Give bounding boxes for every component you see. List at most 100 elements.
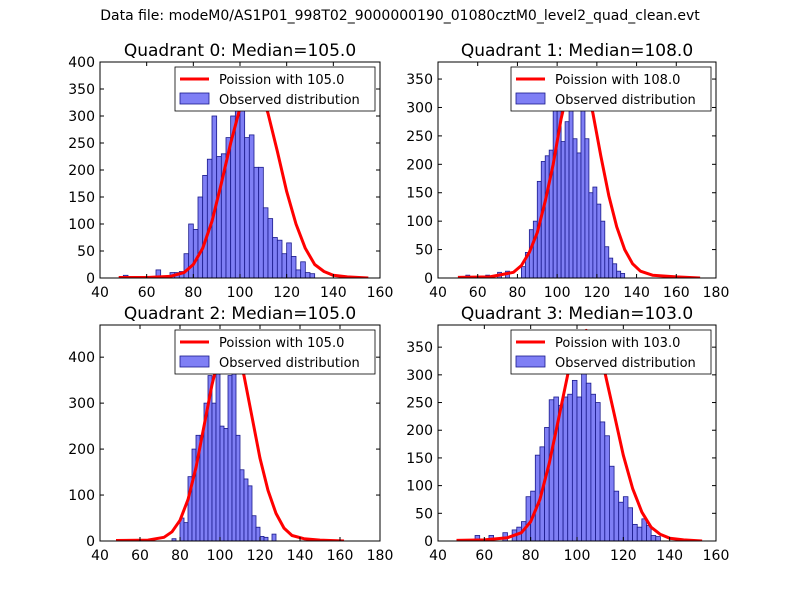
quadrant-0-chart: Quadrant 0: Median=105.0 40 60 80 100 120 140 1… (68, 41, 393, 301)
legend: Poission with 105.0 Observed distribution (174, 329, 376, 375)
histogram-bar (560, 141, 566, 278)
histogram-bar (562, 396, 569, 541)
histogram-bar (636, 526, 643, 541)
figure-suptitle: Data file: modeM0/AS1P01_998T02_90000001… (100, 8, 700, 24)
x-tick-label: 160 (327, 548, 354, 564)
histogram-bar (290, 255, 297, 278)
histogram-bar (474, 535, 481, 541)
histogram-bar (258, 166, 264, 278)
histogram-bar (309, 273, 316, 278)
x-tick-label: 160 (663, 285, 690, 301)
histogram-bar (300, 261, 306, 278)
histogram-bar (183, 522, 189, 541)
histogram-bar (295, 269, 302, 278)
histogram-bar (286, 242, 292, 278)
histogram-bar (304, 272, 311, 278)
histogram-bar (604, 435, 610, 541)
histogram-bar (576, 396, 583, 541)
x-tick-label: 80 (522, 548, 540, 564)
histogram-bar (627, 507, 634, 541)
histogram-bar (604, 246, 610, 278)
x-tick-label: 60 (475, 548, 493, 564)
legend-label: Observed distribution (219, 93, 360, 108)
histogram-bar (599, 421, 606, 541)
histogram-bar (595, 402, 601, 541)
histogram-bar (576, 152, 582, 278)
y-tick-label: 100 (68, 217, 95, 233)
legend-label: Observed distribution (555, 356, 696, 371)
x-tick-label: 60 (131, 548, 149, 564)
y-tick-label: 250 (406, 129, 433, 145)
x-tick-label: 120 (273, 285, 300, 301)
y-tick-label: 250 (406, 396, 433, 412)
legend: Poission with 108.0 Observed distribution (510, 66, 712, 112)
x-tick-label: 100 (227, 285, 254, 301)
quadrant-2-chart: Quadrant 2: Median=105.0 40 60 80 100 120 140 1… (68, 304, 393, 564)
histogram-bar (202, 174, 208, 278)
histogram-bar (618, 501, 624, 541)
histogram-bar (655, 536, 661, 541)
quadrant-3-chart: Quadrant 3: Median=103.0 40 60 80 100 120 140 1… (406, 304, 729, 564)
histogram-bar (558, 404, 564, 541)
legend-label: Poission with 105.0 (219, 73, 344, 88)
legend-label: Observed distribution (219, 356, 360, 371)
histogram-bar (564, 121, 570, 278)
histogram-bar (281, 253, 288, 278)
y-tick-label: 400 (68, 350, 95, 366)
y-tick-label: 50 (415, 506, 433, 522)
histogram-bar (253, 166, 260, 278)
x-tick-label: 140 (320, 285, 347, 301)
histogram-bar (616, 270, 622, 278)
histogram-bar (247, 485, 253, 541)
histogram-bar (641, 518, 647, 541)
y-tick-label: 50 (77, 244, 95, 260)
histogram-bar (567, 393, 573, 541)
histogram-bar (612, 263, 618, 278)
x-tick-label: 100 (564, 548, 591, 564)
histogram-bar (183, 253, 190, 278)
y-tick-label: 50 (415, 243, 433, 259)
legend-bar-swatch (515, 92, 546, 105)
histogram-bar (613, 490, 620, 541)
histogram-bar (227, 375, 233, 541)
legend-label: Poission with 108.0 (555, 73, 680, 88)
legend-label: Poission with 105.0 (219, 336, 344, 351)
x-tick-label: 60 (138, 285, 156, 301)
quadrant-1-chart: Quadrant 1: Median=108.0 40 60 80 100 120 140 1… (406, 41, 729, 301)
histogram-bar (244, 137, 250, 278)
y-tick-label: 100 (406, 479, 433, 495)
y-tick-label: 0 (424, 534, 433, 550)
histogram-bar (192, 228, 199, 278)
histogram-bar (219, 425, 225, 541)
x-tick-label: 120 (247, 548, 274, 564)
legend: Poission with 103.0 Observed distribution (510, 329, 712, 375)
y-tick-label: 100 (68, 488, 95, 504)
x-tick-label: 140 (287, 548, 314, 564)
x-tick-label: 120 (610, 548, 637, 564)
x-tick-label: 40 (429, 548, 447, 564)
legend-bar-swatch (179, 92, 210, 105)
x-tick-label: 160 (703, 548, 730, 564)
plot-frame (437, 61, 717, 279)
x-tick-label: 140 (656, 548, 683, 564)
histogram-bar (650, 535, 657, 541)
histogram-bar (571, 379, 578, 541)
histogram-bar (600, 220, 606, 278)
x-tick-label: 120 (583, 285, 610, 301)
histogram-bar (620, 273, 626, 278)
histogram-bar (255, 526, 261, 541)
y-tick-label: 300 (406, 100, 433, 116)
y-tick-label: 100 (406, 214, 433, 230)
histogram-bar (216, 156, 222, 278)
y-tick-label: 200 (406, 423, 433, 439)
histogram-bar (632, 523, 638, 541)
y-tick-label: 150 (406, 451, 433, 467)
y-tick-label: 300 (406, 368, 433, 384)
histogram-bars (171, 361, 277, 541)
legend-bar-swatch (515, 355, 546, 368)
chart-title: Quadrant 3: Median=103.0 (461, 304, 693, 324)
histogram-bar (197, 196, 204, 278)
histogram-bar (239, 469, 245, 541)
y-tick-label: 400 (68, 55, 95, 71)
x-tick-label: 60 (469, 285, 487, 301)
